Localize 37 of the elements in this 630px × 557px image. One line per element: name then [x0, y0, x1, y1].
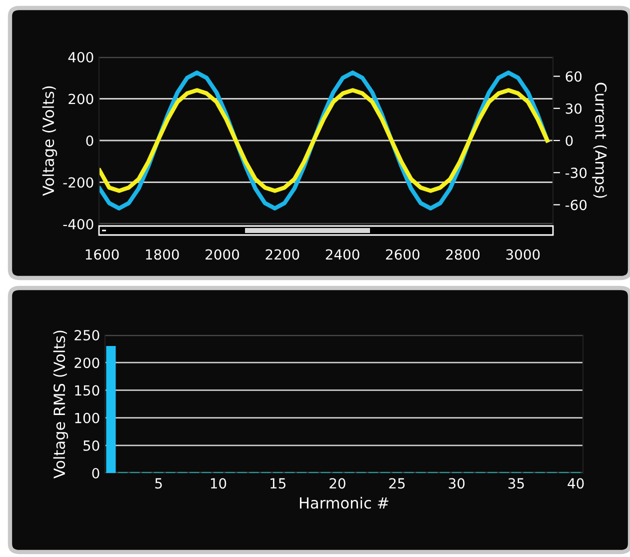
y2-tick-label: 30 — [566, 103, 582, 114]
x-tick-label: 1800 — [146, 249, 179, 260]
y-tick-label: 400 — [68, 52, 94, 62]
y-tick-label: 150 — [75, 385, 100, 396]
x-tick-label: 3000 — [506, 249, 540, 260]
x-tick-label: 30 — [448, 478, 465, 489]
x-tick-label: 2200 — [266, 249, 300, 260]
y2-tick-label: 60 — [566, 71, 582, 82]
y-tick-label: 50 — [84, 440, 100, 451]
x-tick-label: 20 — [330, 478, 346, 489]
y2-tick-label: 0 — [566, 135, 573, 146]
y-tick-label: -200 — [63, 177, 94, 188]
x-tick-label: 15 — [270, 478, 286, 489]
x-tick-label: 1600 — [86, 249, 119, 260]
y2-tick-label: -60 — [565, 200, 587, 210]
x-tick-label: 5 — [155, 478, 162, 489]
y-tick-label: 200 — [74, 358, 100, 368]
y-axis-title: Voltage (Volts) — [42, 86, 58, 196]
x-tick-label: 40 — [568, 478, 584, 489]
y-tick-label: 200 — [68, 94, 94, 104]
y-tick-label: 250 — [74, 330, 100, 340]
y2-tick-label: -30 — [565, 168, 587, 178]
line-series — [99, 88, 550, 193]
x-axis-title: Harmonic # — [300, 496, 388, 509]
y2-axis-title: Current (Amps) — [592, 82, 607, 198]
x-tick-label: 2000 — [206, 249, 240, 260]
x-tick-label: 2400 — [326, 249, 360, 260]
y-tick-label: 0 — [92, 468, 100, 478]
y-axis-title: Voltage RMS (Volts) — [53, 330, 68, 479]
y-tick-label: 0 — [86, 135, 94, 146]
x-tick-label: 10 — [210, 478, 226, 489]
x-tick-label: 25 — [389, 478, 405, 489]
y-tick-label: 100 — [75, 412, 100, 424]
x-tick-label: 2800 — [446, 249, 480, 260]
y-tick-label: -400 — [63, 218, 94, 230]
x-tick-label: 35 — [508, 478, 524, 489]
x-tick-label: 2600 — [386, 249, 420, 260]
